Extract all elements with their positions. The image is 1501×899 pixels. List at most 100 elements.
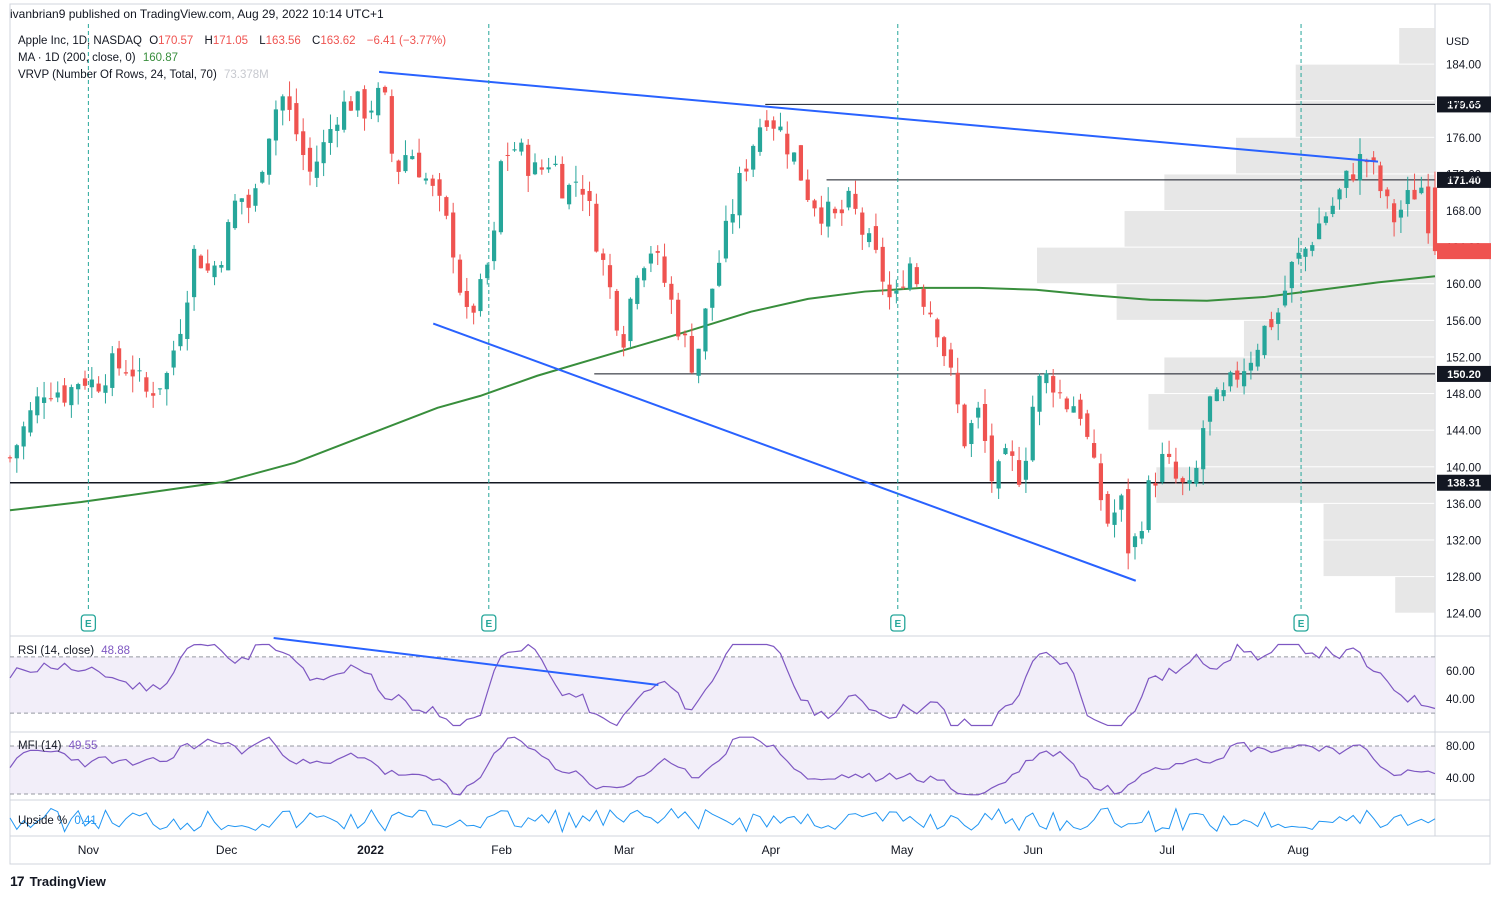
candle-body-164 <box>1126 489 1131 554</box>
time-tick-7: Jun <box>1023 843 1042 857</box>
candle-body-111 <box>764 120 769 127</box>
candle-body-17 <box>123 372 129 374</box>
time-tick-8: Jul <box>1159 843 1174 857</box>
mfi-pane: 80.00 40.00 <box>9 736 1475 796</box>
candle-body-110 <box>757 127 763 152</box>
candle-body-81 <box>560 163 565 199</box>
candle-body-180 <box>1235 370 1240 380</box>
candle-body-157 <box>1078 399 1083 419</box>
candle-body-120 <box>826 201 831 227</box>
candle-body-47 <box>328 129 333 143</box>
candle-body-74 <box>512 149 517 151</box>
ma-legend[interactable]: MA · 1D (200, close, 0) 160.87 <box>18 52 182 64</box>
candle-body-10 <box>76 384 81 390</box>
candle-body-161 <box>1105 493 1110 524</box>
time-tick-9: Aug <box>1288 843 1309 857</box>
candle-body-139 <box>955 372 960 405</box>
rsi-line <box>9 643 1436 727</box>
candle-body-187 <box>1282 290 1288 306</box>
l-label: L <box>259 35 266 47</box>
time-tick-5: Apr <box>762 843 781 857</box>
candle-body-121 <box>832 208 838 214</box>
candle-body-52 <box>362 89 367 119</box>
candle-body-41 <box>287 96 292 110</box>
candle-body-15 <box>110 353 115 388</box>
candle-body-85 <box>587 191 592 202</box>
candle-body-167 <box>1146 480 1151 531</box>
vrvp-value: 73.378M <box>223 69 269 81</box>
candle-body-78 <box>539 167 544 170</box>
price-tick-0: 124.00 <box>1446 609 1481 621</box>
candle-body-98 <box>676 299 681 337</box>
candle-body-175 <box>1201 428 1206 470</box>
o-label: O <box>149 35 159 47</box>
price-tick-2: 132.00 <box>1446 535 1481 547</box>
time-tick-2: 2022 <box>357 843 384 857</box>
candle-body-69 <box>478 279 483 312</box>
candle-body-67 <box>464 290 469 307</box>
candle-body-195 <box>1337 189 1342 200</box>
candle-body-58 <box>403 155 408 172</box>
candle-body-170 <box>1166 453 1172 458</box>
candle-body-53 <box>369 110 374 113</box>
candle-body-6 <box>48 398 54 400</box>
mfi-legend[interactable]: MFI (14) 49.55 <box>18 740 101 752</box>
candle-body-44 <box>307 147 313 172</box>
candle-body-50 <box>348 101 354 111</box>
candle-body-116 <box>798 145 804 181</box>
candle-body-141 <box>969 423 974 445</box>
candle-body-166 <box>1139 531 1144 539</box>
candle-body-171 <box>1173 461 1179 479</box>
candle-body-168 <box>1153 483 1158 486</box>
footer-brand[interactable]: 17 TradingView <box>10 873 106 889</box>
ma-value: 160.87 <box>142 52 178 64</box>
candle-body-190 <box>1303 248 1308 257</box>
candle-body-208 <box>1426 186 1431 234</box>
symbol-legend[interactable]: Apple Inc, 1D, NASDAQ O170.57 H171.05 L1… <box>18 35 450 47</box>
close-label: C163.62 <box>312 35 360 47</box>
price-tick-14: 180.00 <box>1446 96 1481 108</box>
upside-legend[interactable]: Upside % 0.41 <box>18 815 101 827</box>
upside-label: Upside % <box>18 815 68 827</box>
candle-body-93 <box>641 268 647 281</box>
vrvp-label: VRVP (Number Of Rows, 24, Total, 70) <box>18 69 217 81</box>
earnings-badge-2 <box>890 614 906 632</box>
vrvp-legend[interactable]: VRVP (Number Of Rows, 24, Total, 70) 73.… <box>18 69 273 81</box>
candle-body-101 <box>696 348 701 376</box>
rsi-label: RSI (14, close) <box>18 645 95 657</box>
last-price-tag <box>1437 243 1491 260</box>
mfi-label: MFI (14) <box>18 740 62 752</box>
candle-body-131 <box>901 286 906 288</box>
candle-body-183 <box>1255 349 1260 367</box>
candle-body-205 <box>1405 190 1410 205</box>
close-value: 163.62 <box>320 35 356 47</box>
candle-body-192 <box>1316 223 1322 240</box>
price-tick-3: 136.00 <box>1446 499 1481 511</box>
candle-body-28 <box>198 255 204 269</box>
candle-body-188 <box>1289 261 1294 289</box>
candle-body-165 <box>1132 536 1138 548</box>
price-level-tag-1 <box>1437 171 1491 188</box>
price-tick-7: 152.00 <box>1446 352 1481 364</box>
candle-body-113 <box>778 126 783 131</box>
upside-line <box>9 807 1436 834</box>
earnings-label-3: E <box>1298 619 1305 630</box>
rsi-legend[interactable]: RSI (14, close) 48.88 <box>18 645 134 657</box>
candle-body-109 <box>751 145 756 170</box>
price-tick-15: 184.00 <box>1446 60 1481 72</box>
candle-body-178 <box>1221 390 1226 397</box>
candle-body-204 <box>1398 209 1404 218</box>
vrvp-bar-3 <box>1236 137 1435 174</box>
price-tick-6: 148.00 <box>1446 389 1481 401</box>
price-tick-5: 144.00 <box>1446 426 1481 438</box>
candle-body-30 <box>212 265 217 278</box>
price-tick-1: 128.00 <box>1446 572 1481 584</box>
candle-body-73 <box>505 154 510 156</box>
candle-body-38 <box>266 138 272 175</box>
candle-body-72 <box>498 161 504 233</box>
candle-body-184 <box>1262 325 1267 356</box>
candle-body-124 <box>853 193 858 209</box>
time-tick-0: Nov <box>78 843 99 857</box>
candle-body-12 <box>89 379 94 388</box>
